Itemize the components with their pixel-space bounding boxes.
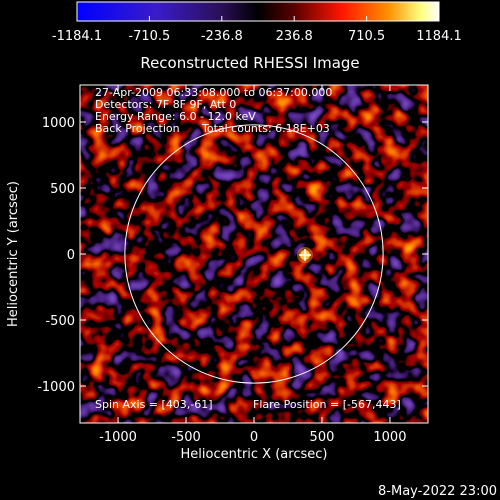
footer-timestamp: 8-May-2022 23:00 [378, 484, 497, 499]
y-tick-label: 500 [50, 182, 75, 197]
x-tick-label: 500 [310, 430, 335, 445]
spin-axis-label: Spin Axis = [403,-61] [95, 398, 213, 411]
header-time-range: 27-Apr-2009 06:33:08.000 to 06:37:00.000 [95, 86, 332, 99]
colorbar-tick-label: 710.5 [348, 29, 385, 44]
x-tick-label: 0 [250, 430, 258, 445]
colorbar-tick-label: -710.5 [128, 29, 170, 44]
plot-image [80, 85, 428, 423]
x-axis-title: Heliocentric X (arcsec) [181, 447, 328, 462]
x-axis-ticks: -1000 -500 0 500 1000 [99, 85, 406, 445]
colorbar-ticks: -1184.1 -710.5 -236.8 236.8 710.5 1184.1 [52, 16, 462, 44]
y-axis-title: Heliocentric Y (arcsec) [6, 181, 21, 327]
colorbar: -1184.1 -710.5 -236.8 236.8 710.5 1184.1 [52, 1, 462, 44]
y-tick-label: -1000 [37, 380, 75, 395]
x-tick-label: -1000 [99, 430, 137, 445]
y-tick-label: 1000 [42, 116, 75, 131]
header-energy-range: Energy Range: 6.0 - 12.0 keV [95, 110, 256, 123]
x-tick-label: 1000 [373, 430, 406, 445]
colorbar-tick-label: 1184.1 [416, 29, 462, 44]
flare-cross-marker [299, 249, 311, 261]
header-method: Back Projection [95, 122, 180, 135]
plot-title: Reconstructed RHESSI Image [140, 54, 359, 72]
y-tick-label: -500 [45, 314, 75, 329]
colorbar-gradient [76, 1, 440, 22]
header-detectors: Detectors: 7F 8F 9F, Att 0 [95, 98, 236, 111]
plot-header: 27-Apr-2009 06:33:08.000 to 06:37:00.000… [95, 86, 332, 135]
y-tick-label: 0 [67, 248, 75, 263]
colorbar-tick-label: -1184.1 [52, 29, 102, 44]
y-axis-ticks: -1000 -500 0 500 1000 [37, 116, 428, 395]
solar-limb-circle [124, 124, 384, 384]
header-total-counts: Total counts: 6.18E+03 [201, 122, 330, 135]
colorbar-tick-label: -236.8 [201, 29, 243, 44]
colorbar-tick-label: 236.8 [276, 29, 313, 44]
x-tick-label: -500 [171, 430, 201, 445]
flare-position-label: Flare Position = [-567,443] [253, 398, 401, 411]
